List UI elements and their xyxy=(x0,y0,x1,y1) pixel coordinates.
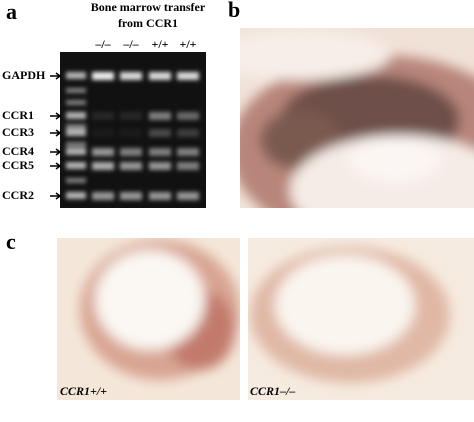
ladder-band xyxy=(66,124,86,129)
gel-band xyxy=(92,129,114,137)
lane-label: –/– xyxy=(94,37,111,51)
gel-band xyxy=(92,72,114,80)
band-label: CCR2 xyxy=(2,188,34,202)
gel-band xyxy=(149,72,171,80)
panel-title: Bone marrow transfer xyxy=(91,0,206,14)
gel-band xyxy=(177,112,199,120)
panel-title: from CCR1 xyxy=(118,16,178,30)
panel-label: b xyxy=(228,0,240,22)
gel-band xyxy=(177,192,199,200)
lane-label: +/+ xyxy=(151,37,168,51)
panel-label: c xyxy=(6,229,16,254)
gel-band xyxy=(92,112,114,120)
ladder-band xyxy=(66,192,86,199)
histology-image xyxy=(57,238,240,400)
ladder-band xyxy=(66,129,86,136)
gel-band xyxy=(177,129,199,137)
gel-band xyxy=(120,72,142,80)
lane-label: –/– xyxy=(122,37,139,51)
caption: CCR1–/– xyxy=(250,384,295,398)
gel-band xyxy=(120,112,142,120)
band-label: CCR3 xyxy=(2,125,34,139)
ladder-band xyxy=(66,162,86,169)
ladder-band xyxy=(66,112,86,119)
lane-label: +/+ xyxy=(179,37,196,51)
ladder-band xyxy=(66,142,86,147)
arrow xyxy=(50,148,62,156)
gel-band xyxy=(149,148,171,156)
ladder-band xyxy=(66,148,86,155)
gel-band xyxy=(177,148,199,156)
gel-band xyxy=(92,148,114,156)
gel-band xyxy=(177,72,199,80)
gel-bands xyxy=(66,72,199,200)
gel-band xyxy=(149,192,171,200)
arrow xyxy=(50,129,62,137)
gel-band xyxy=(120,192,142,200)
ladder-band xyxy=(66,88,86,93)
band-label: CCR5 xyxy=(2,158,34,172)
gel-band xyxy=(92,192,114,200)
caption: CCR1+/+ xyxy=(60,384,107,398)
ladder-band xyxy=(66,100,86,105)
gel-band xyxy=(149,162,171,170)
gel-band xyxy=(120,148,142,156)
histology-image xyxy=(248,238,474,400)
band-label: GAPDH xyxy=(2,68,46,82)
panel-label: a xyxy=(6,0,17,24)
gel-band xyxy=(120,162,142,170)
gel-band xyxy=(149,112,171,120)
histology-image xyxy=(240,28,474,208)
arrow xyxy=(50,112,62,120)
gel-band xyxy=(177,162,199,170)
arrow xyxy=(50,72,62,80)
arrow xyxy=(50,162,62,170)
gel-band xyxy=(92,162,114,170)
gel-band xyxy=(120,129,142,137)
ladder-band xyxy=(66,72,86,79)
band-label: CCR4 xyxy=(2,144,34,158)
band-label: CCR1 xyxy=(2,108,34,122)
ladder-band xyxy=(66,178,86,183)
arrow xyxy=(50,192,62,200)
gel-band xyxy=(149,129,171,137)
